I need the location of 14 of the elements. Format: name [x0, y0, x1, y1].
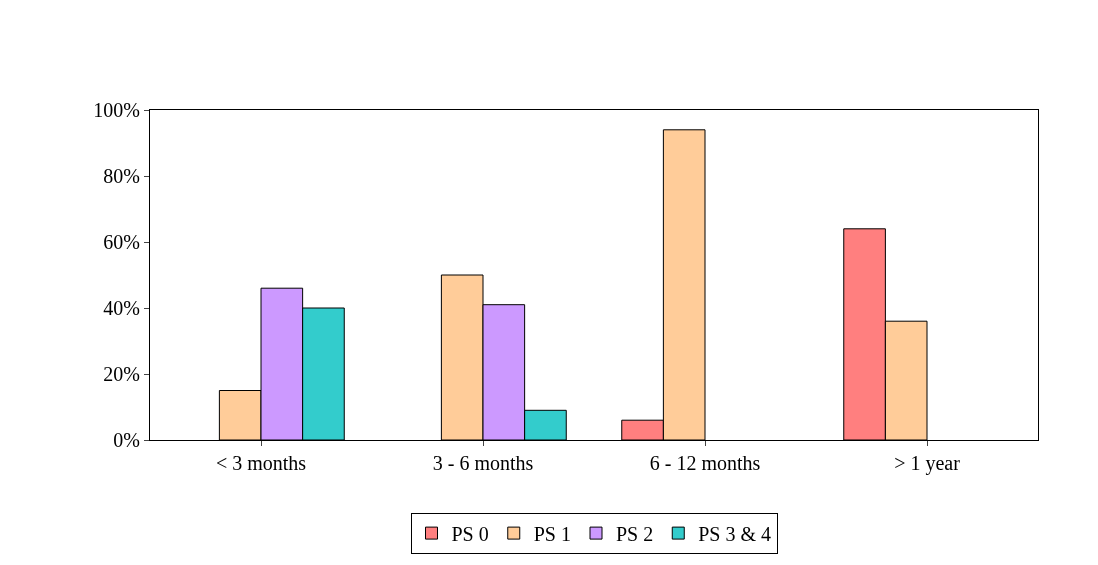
y-tick-label: 40%: [103, 297, 140, 319]
y-tick-label: 80%: [103, 165, 140, 187]
x-tick-label: < 3 months: [215, 452, 307, 474]
x-tick-label: > 1 year: [894, 452, 961, 475]
y-tick-label: 20%: [103, 363, 140, 385]
y-tick-label: 60%: [103, 231, 140, 253]
y-tick-label: 0%: [113, 429, 140, 451]
legend-label: PS 3 & 4: [698, 522, 772, 545]
legend-label: PS 0: [451, 522, 489, 545]
x-tick-label: 6 - 12 months: [649, 452, 761, 474]
legend-label: PS 2: [616, 522, 654, 545]
legend-label: PS 1: [533, 522, 571, 545]
x-tick-label: 3 - 6 months: [432, 452, 534, 474]
y-tick-label: 100%: [93, 99, 140, 121]
